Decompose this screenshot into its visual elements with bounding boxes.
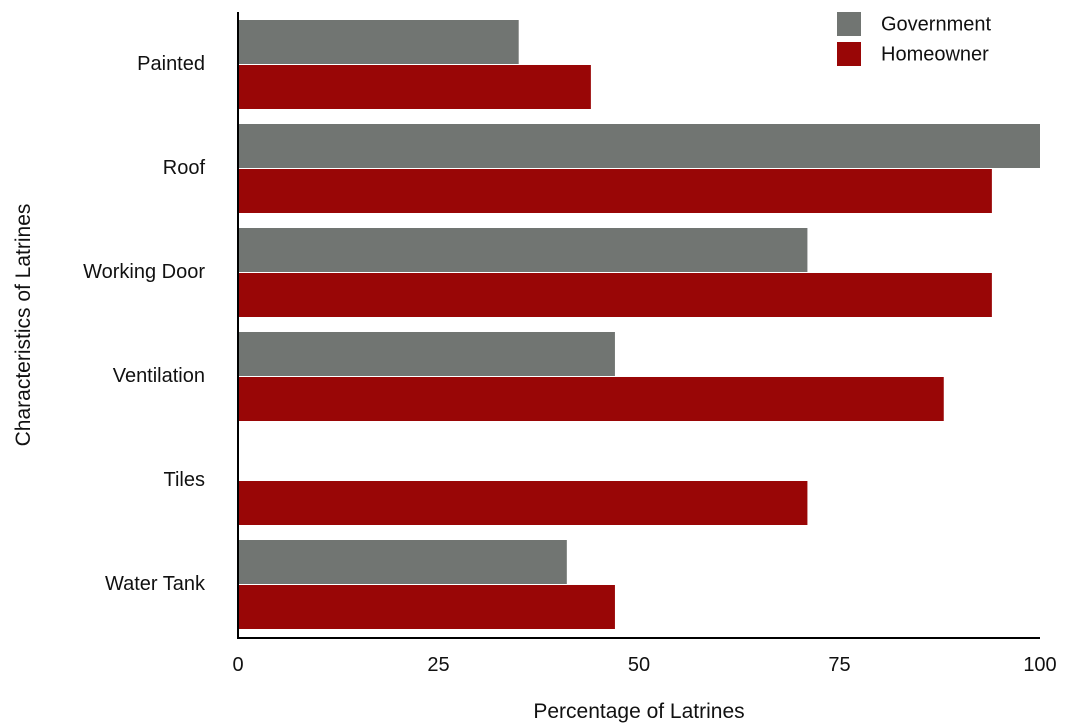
category-labels: Painted Roof Working Door Ventilation Tiles W…: [83, 53, 206, 595]
category-label-working-door: Working Door: [83, 261, 205, 283]
y-axis-title: Characteristics of Latrines: [12, 204, 35, 447]
bar-homeowner-roof: [238, 169, 992, 213]
category-label-painted: Painted: [137, 53, 205, 75]
x-tick-label-0: 0: [232, 654, 243, 676]
x-tick-label-100: 100: [1023, 654, 1056, 676]
bar-government-ventilation: [238, 332, 615, 376]
legend-label-homeowner: Homeowner: [881, 43, 989, 65]
legend: Government Homeowner: [837, 12, 991, 66]
x-tick-label-75: 75: [828, 654, 850, 676]
category-label-water-tank: Water Tank: [105, 573, 206, 595]
bars-group: [238, 20, 1040, 629]
bar-government-roof: [238, 124, 1040, 168]
x-tick-label-25: 25: [427, 654, 449, 676]
x-axis-ticks: 0 25 50 75 100: [232, 654, 1056, 676]
bar-homeowner-working-door: [238, 273, 992, 317]
bar-homeowner-ventilation: [238, 377, 944, 421]
bar-homeowner-painted: [238, 65, 591, 109]
bar-homeowner-water-tank: [238, 585, 615, 629]
bar-government-water-tank: [238, 540, 567, 584]
bar-homeowner-tiles: [238, 481, 808, 525]
x-axis-title: Percentage of Latrines: [533, 700, 744, 723]
category-label-roof: Roof: [163, 157, 206, 179]
bar-government-working-door: [238, 228, 808, 272]
legend-label-government: Government: [881, 13, 991, 35]
legend-swatch-homeowner: [837, 42, 861, 66]
legend-swatch-government: [837, 12, 861, 36]
category-label-tiles: Tiles: [164, 469, 205, 491]
bar-government-painted: [238, 20, 519, 64]
category-label-ventilation: Ventilation: [113, 365, 205, 387]
x-tick-label-50: 50: [628, 654, 650, 676]
